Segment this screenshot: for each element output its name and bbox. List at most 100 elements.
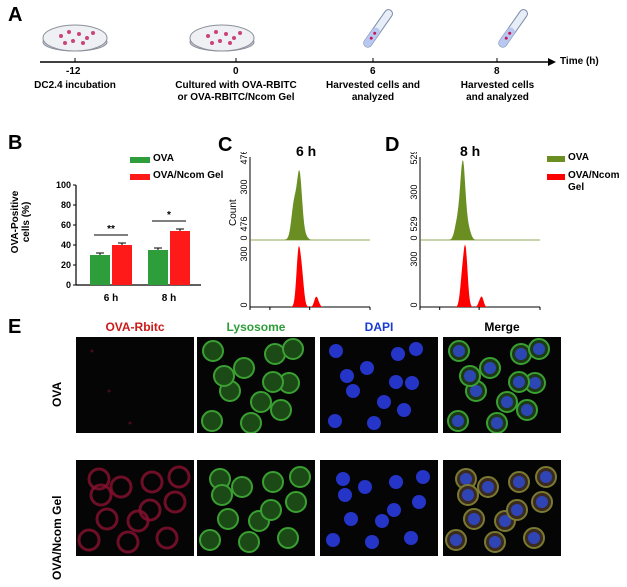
nucleus [328,414,342,428]
histogram-title-6h: 6 h [296,143,317,159]
histogram-ova-ncom-shoulder [284,296,349,307]
legend-swatch-ova-ncom [130,174,150,180]
column-title: Lysosome [226,320,286,334]
cell [201,410,223,432]
histogram-6h: 030047603004760100300603.1 [239,152,371,310]
timeline-step-label: Harvested cells and analyzed [326,80,420,103]
nucleus [389,475,403,489]
nucleus [389,375,403,389]
cell-image [199,466,311,553]
cell [282,338,304,360]
timeline-step-label: DC2.4 incubation [34,80,116,91]
cell [231,476,253,498]
panel-letter-c: C [218,134,233,156]
cell [109,475,133,499]
cell [95,507,119,531]
nucleus [529,377,541,389]
nucleus [515,348,527,360]
nucleus [412,495,426,509]
nucleus [397,403,411,417]
cell [138,498,162,522]
histogram-ova-ncom [432,244,496,307]
x-tick-label: 8 h [162,293,176,304]
y-tick-label: 0 [409,235,419,240]
nucleus [450,534,462,546]
micrograph-merge-ova [443,337,561,433]
micrograph-dapi-ova-ncom-gel [320,460,438,556]
histogram-ova-ncom-shoulder [449,296,513,307]
nucleus [329,344,343,358]
cell [199,529,221,551]
x-tick-label: 6 h [104,293,118,304]
timeline-tick: 0 [233,66,239,77]
nucleus [464,370,476,382]
cell [264,343,286,365]
cell [262,471,284,493]
nucleus [416,470,430,484]
petri-dish-icon [189,24,255,52]
y-tick-label: 100 [56,180,71,190]
cell [211,484,233,506]
histogram-8h: 030052903005290100300608.8 [409,152,541,310]
nucleus [468,513,480,525]
nucleus [346,384,360,398]
cell [213,365,235,387]
nucleus [513,476,525,488]
cell [163,490,187,514]
timeline-step-label: Harvested cells and analyzed [460,80,535,103]
nucleus [375,514,389,528]
nucleus [491,417,503,429]
y-tick-label: 476 [239,152,249,165]
y-tick-label: 0 [239,302,249,307]
histogram-ova-ncom [267,245,332,307]
timeline-axis-label: Time (h) [560,56,599,67]
cell-image [77,465,191,554]
nucleus [501,396,513,408]
y-tick-label: 300 [239,179,249,194]
y-tick-label: 529 [409,152,419,165]
cell [240,412,262,433]
row-title: OVA/Ncom Gel [50,495,64,580]
cell-image [201,338,304,433]
nucleus [536,496,548,508]
micrograph-lysosome-ova-ncom-gel [197,460,315,556]
y-tick-label: 60 [61,220,71,230]
cell-image [447,338,550,433]
y-axis-label: OVA-Positive cells (%) [10,190,32,254]
nucleus [482,481,494,493]
cell [140,470,164,494]
bar [90,255,110,285]
y-tick-label: 40 [61,240,71,250]
y-tick-label: 529 [409,216,419,231]
histogram-title-8h: 8 h [460,143,481,159]
scale-bar [545,575,565,578]
nucleus [377,395,391,409]
cell [77,528,101,552]
nucleus [453,345,465,357]
y-tick-label: 0 [409,302,419,307]
timeline-step-label: Cultured with OVA-RBITC or OVA-RBITC/Ncom… [175,80,297,103]
cell [270,399,292,421]
nucleus [340,369,354,383]
nucleus [360,361,374,375]
nucleus [367,416,381,430]
nucleus [489,536,501,548]
y-tick-label: 476 [239,216,249,231]
legend-swatch-hist-ova-ncom [547,174,565,180]
cell [202,340,224,362]
y-tick-label: 0 [239,235,249,240]
cell [87,467,111,491]
cell [277,527,299,549]
cell [285,491,307,513]
panel-letter-b: B [8,132,23,154]
timeline-tick: 6 [370,66,376,77]
cell [238,531,260,553]
bar [148,250,168,285]
nucleus [460,473,472,485]
nucleus [499,515,511,527]
cell [167,465,191,489]
nucleus [521,404,533,416]
nucleus [452,415,464,427]
panel-letter-d: D [385,134,400,156]
panel-letter-e: E [8,316,22,338]
